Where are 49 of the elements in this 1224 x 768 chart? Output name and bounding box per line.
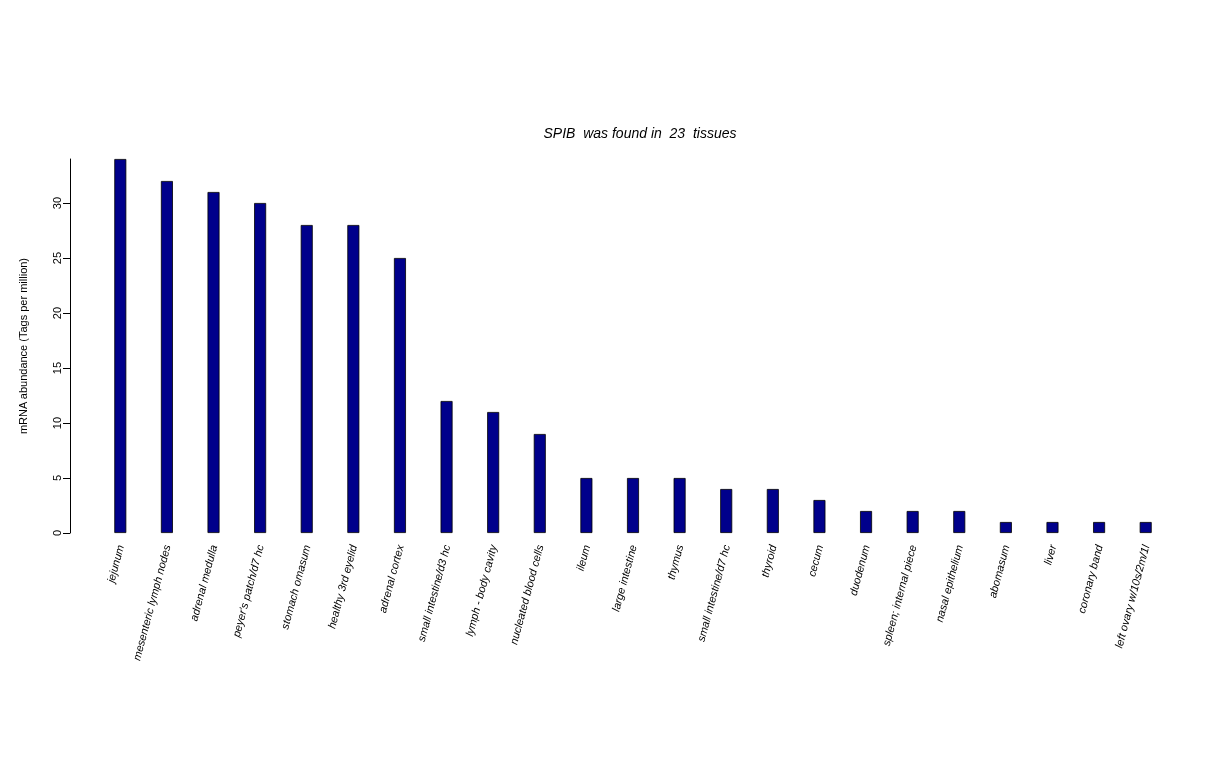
bar (393, 258, 406, 533)
bar (953, 511, 966, 533)
bar (300, 225, 313, 533)
y-tick-label: 25 (50, 251, 63, 265)
chart-title: SPIB was found in 23 tissues (543, 125, 737, 141)
bar (1046, 522, 1059, 533)
x-tick-label: stomach omasum (278, 543, 313, 631)
y-tick-label: 20 (50, 306, 63, 320)
y-tick-label: 10 (50, 416, 63, 430)
x-tick-label: healthy 3rd eyelid (325, 542, 360, 630)
bar (440, 401, 453, 533)
x-tick-label: jejunum (104, 543, 127, 586)
bar (533, 434, 546, 533)
bar (813, 500, 826, 533)
y-axis-title: mRNA abundance (Tags per million) (16, 257, 29, 435)
bar (254, 203, 267, 533)
y-tick-label: 5 (50, 474, 63, 482)
x-tick-label: nucleated blood cells (507, 542, 546, 646)
bar (114, 159, 127, 533)
x-tick-label: liver (1041, 542, 1059, 567)
bar (860, 511, 873, 533)
x-tick-label: nasal epithelium (932, 543, 966, 624)
bar (1093, 522, 1106, 533)
y-tick-label: 15 (50, 361, 63, 375)
y-tick-label: 0 (50, 529, 63, 537)
bar (673, 478, 686, 533)
x-tick-label: adrenal cortex (376, 542, 406, 614)
bar (627, 478, 639, 533)
bar (207, 192, 220, 533)
bar (347, 225, 360, 533)
bar (999, 522, 1012, 533)
x-tick-label: adrenal medulla (187, 543, 220, 623)
x-tick-label: peyer's patch/d7 hc (229, 542, 267, 640)
bar (487, 412, 500, 533)
y-tick-label: 30 (50, 196, 63, 210)
bar (160, 181, 173, 533)
x-tick-label: spleen; internal piece (879, 543, 919, 647)
x-tick-label: ileum (573, 543, 593, 572)
x-tick-label: large intestine (609, 543, 639, 613)
bar (580, 478, 593, 533)
bar (766, 489, 779, 533)
x-tick-label: lymph - body cavity (462, 542, 500, 638)
bar (906, 511, 919, 533)
bar (1139, 522, 1152, 533)
x-tick-label: coronary band (1075, 542, 1106, 615)
bar (720, 489, 733, 533)
x-tick-label: cecum (805, 543, 826, 578)
x-tick-label: thyroid (758, 542, 779, 579)
x-tick-label: thymus (664, 542, 686, 581)
